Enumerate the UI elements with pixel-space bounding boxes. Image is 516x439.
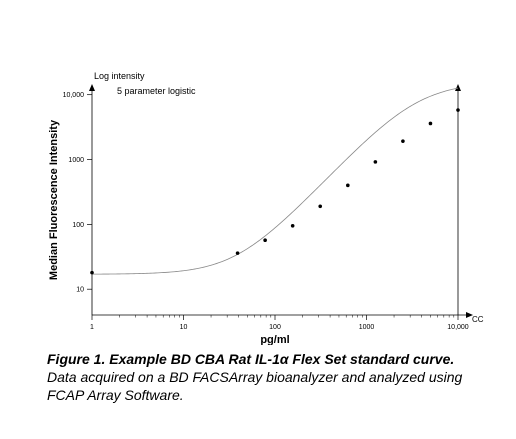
x-tick-label: 1000 — [359, 324, 375, 331]
y-tick-label: 10,000 — [63, 92, 85, 99]
data-points — [90, 108, 460, 275]
y-tick-label: 10 — [76, 287, 84, 294]
log-intensity-label: Log intensity — [94, 71, 145, 81]
right-axis-arrow — [455, 84, 461, 91]
data-point — [90, 270, 94, 275]
data-point — [235, 251, 240, 255]
standard-curve-chart: 10 100 1000 10,000 1 10 100 1000 10,000 Log inte… — [48, 71, 484, 345]
caption-text: Data acquired on a BD FACSArray bioanaly… — [47, 369, 463, 403]
y-tick-label: 100 — [72, 222, 84, 229]
data-point — [346, 183, 350, 188]
data-point — [401, 139, 405, 143]
data-point — [318, 204, 323, 209]
x-tick-label: 100 — [269, 324, 281, 331]
x-tick-label: 10,000 — [447, 324, 469, 331]
caption-title: Figure 1. Example BD CBA Rat IL-1α Flex … — [47, 351, 455, 367]
figure-caption: Figure 1. Example BD CBA Rat IL-1α Flex … — [47, 350, 487, 404]
y-axis-arrow — [89, 84, 95, 91]
fit-curve — [91, 87, 459, 275]
y-tick-label: 1000 — [68, 157, 84, 164]
y-axis-label: Median Fluorescence Intensity — [48, 119, 60, 280]
x-tick-label: 1 — [90, 324, 94, 331]
data-point — [290, 224, 295, 228]
x-axis-arrow — [466, 312, 473, 318]
data-point — [456, 108, 460, 112]
data-point — [263, 238, 267, 242]
x-tick-label: 10 — [180, 324, 188, 331]
data-point — [373, 160, 378, 164]
data-point — [428, 121, 433, 126]
x-axis-label: pg/ml — [260, 334, 289, 345]
axis-ticks: 10 100 1000 10,000 1 10 100 1000 10,000 — [63, 92, 469, 331]
fit-annotation: 5 parameter logistic — [117, 86, 196, 96]
axes — [89, 84, 473, 318]
x-axis-end-label: CC — [472, 315, 484, 324]
